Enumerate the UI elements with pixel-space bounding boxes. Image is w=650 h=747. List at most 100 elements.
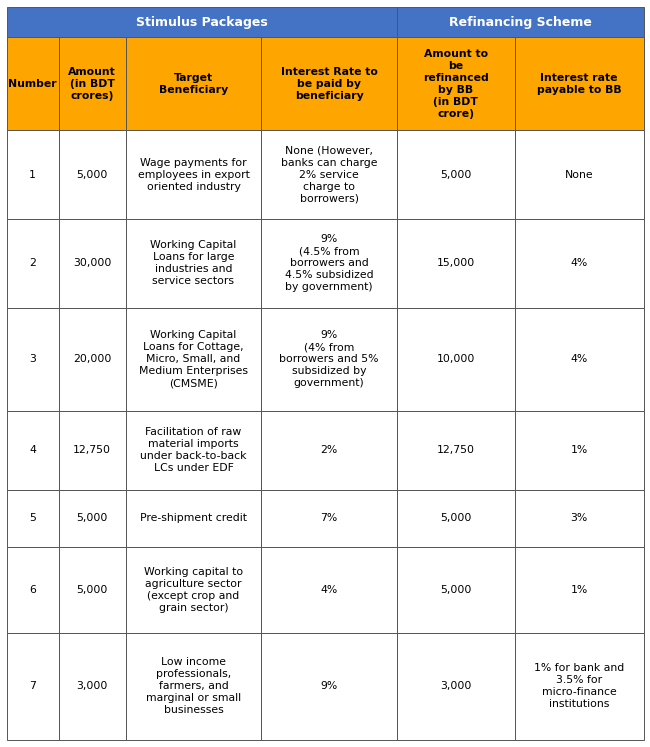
Bar [6,308,58,411]
Text: None: None [565,170,593,180]
Bar [515,489,644,547]
Bar [397,547,515,633]
Bar [125,308,261,411]
Bar [58,411,125,489]
Text: Facilitation of raw
material imports
under back-to-back
LCs under EDF: Facilitation of raw material imports und… [140,427,247,474]
Bar [261,131,397,219]
Bar [261,308,397,411]
Bar [58,489,125,547]
Text: Amount to
be
refinanced
by BB
(in BDT
crore): Amount to be refinanced by BB (in BDT cr… [423,49,489,119]
Bar [397,131,515,219]
Bar [58,547,125,633]
Text: 1%: 1% [571,585,588,595]
Bar [125,547,261,633]
Text: 4%: 4% [320,585,338,595]
Text: 3%: 3% [571,513,588,523]
Bar [125,219,261,308]
Text: 5: 5 [29,513,36,523]
Text: 5,000: 5,000 [440,513,472,523]
Bar [515,633,644,740]
Text: Wage payments for
employees in export
oriented industry: Wage payments for employees in export or… [138,158,250,192]
Bar [397,219,515,308]
Bar [125,37,261,131]
Text: 9%
(4.5% from
borrowers and
4.5% subsidized
by government): 9% (4.5% from borrowers and 4.5% subsidi… [285,235,374,292]
Text: 4: 4 [29,445,36,455]
Bar [125,131,261,219]
Bar [515,411,644,489]
Bar [397,411,515,489]
Text: 20,000: 20,000 [73,354,111,365]
Text: 1%: 1% [571,445,588,455]
Text: 15,000: 15,000 [437,258,475,268]
Text: Pre-shipment credit: Pre-shipment credit [140,513,247,523]
Text: Stimulus Packages: Stimulus Packages [136,16,268,28]
Text: Refinancing Scheme: Refinancing Scheme [448,16,592,28]
Text: 2%: 2% [320,445,338,455]
Bar [261,489,397,547]
Bar [125,411,261,489]
Bar [515,131,644,219]
Text: Number: Number [8,78,57,89]
Bar [58,37,125,131]
Bar [125,489,261,547]
Text: 1% for bank and
3.5% for
micro-finance
institutions: 1% for bank and 3.5% for micro-finance i… [534,663,624,710]
Bar [6,37,58,131]
Bar [6,489,58,547]
Text: 1: 1 [29,170,36,180]
Bar [515,219,644,308]
Bar [58,633,125,740]
Text: 2: 2 [29,258,36,268]
Bar [261,219,397,308]
Bar [6,411,58,489]
Bar [397,7,644,37]
Text: 7: 7 [29,681,36,692]
Text: 4%: 4% [571,354,588,365]
Bar [58,219,125,308]
Text: Working capital to
agriculture sector
(except crop and
grain sector): Working capital to agriculture sector (e… [144,567,243,613]
Text: 5,000: 5,000 [77,513,108,523]
Text: Interest rate
payable to BB: Interest rate payable to BB [537,72,621,95]
Bar [397,37,515,131]
Bar [397,489,515,547]
Bar [261,547,397,633]
Bar [515,37,644,131]
Bar [6,547,58,633]
Text: Amount
(in BDT
crores): Amount (in BDT crores) [68,66,116,101]
Text: 30,000: 30,000 [73,258,111,268]
Bar [515,547,644,633]
Text: 12,750: 12,750 [73,445,111,455]
Bar [397,308,515,411]
Text: Target
Beneficiary: Target Beneficiary [159,72,228,95]
Text: 9%: 9% [320,681,338,692]
Bar [6,7,397,37]
Text: 9%
(4% from
borrowers and 5%
subsidized by
government): 9% (4% from borrowers and 5% subsidized … [280,330,379,388]
Bar [515,308,644,411]
Bar [58,308,125,411]
Text: 3: 3 [29,354,36,365]
Text: 3,000: 3,000 [440,681,472,692]
Bar [58,131,125,219]
Text: 5,000: 5,000 [440,170,472,180]
Bar [261,37,397,131]
Text: Low income
professionals,
farmers, and
marginal or small
businesses: Low income professionals, farmers, and m… [146,657,241,716]
Bar [261,633,397,740]
Text: 10,000: 10,000 [437,354,475,365]
Text: Working Capital
Loans for large
industries and
service sectors: Working Capital Loans for large industri… [150,241,237,286]
Text: 6: 6 [29,585,36,595]
Bar [397,633,515,740]
Bar [125,633,261,740]
Bar [6,131,58,219]
Bar [6,219,58,308]
Text: Working Capital
Loans for Cottage,
Micro, Small, and
Medium Enterprises
(CMSME): Working Capital Loans for Cottage, Micro… [139,330,248,388]
Text: 5,000: 5,000 [440,585,472,595]
Text: 3,000: 3,000 [77,681,108,692]
Text: 5,000: 5,000 [77,170,108,180]
Text: Interest Rate to
be paid by
beneficiary: Interest Rate to be paid by beneficiary [281,66,378,101]
Text: 7%: 7% [320,513,338,523]
Text: 4%: 4% [571,258,588,268]
Text: 5,000: 5,000 [77,585,108,595]
Bar [6,633,58,740]
Bar [261,411,397,489]
Text: None (However,
banks can charge
2% service
charge to
borrowers): None (However, banks can charge 2% servi… [281,146,378,204]
Text: 12,750: 12,750 [437,445,475,455]
